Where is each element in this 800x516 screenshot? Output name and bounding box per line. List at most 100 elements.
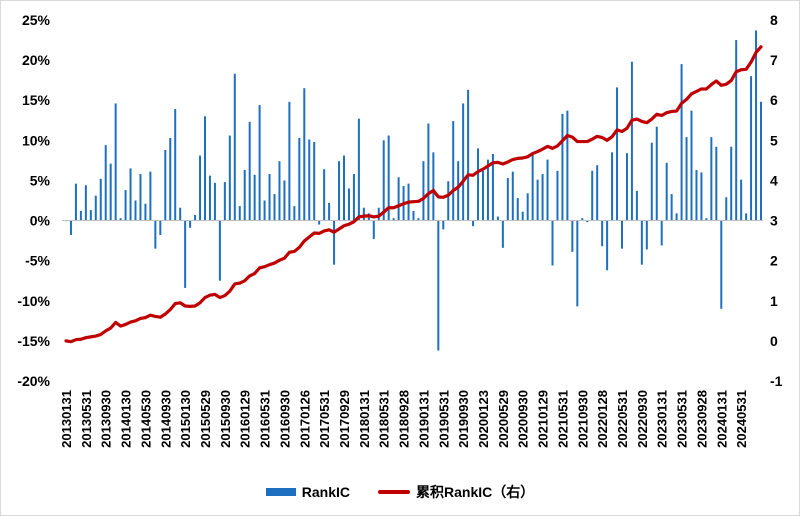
rankic-bar (119, 218, 122, 221)
rankic-bar (313, 141, 316, 221)
rankic-bar (760, 101, 762, 221)
rankic-bar (238, 206, 241, 221)
rankic-bar (114, 103, 117, 221)
rankic-bar (660, 220, 663, 246)
x-tick-label: 20160129 (238, 390, 253, 448)
rankic-bar (263, 200, 266, 221)
rankic-bar (179, 207, 182, 221)
rankic-bar (645, 220, 648, 250)
right-y-tick-label: 1 (770, 293, 778, 309)
rankic-bar (184, 220, 187, 288)
rankic-bar (362, 207, 365, 221)
rankic-bar (74, 183, 77, 221)
rankic-bar (268, 174, 271, 221)
rankic-bar (496, 216, 499, 221)
right-y-tick-label: 3 (770, 213, 778, 229)
rankic-bar (650, 142, 653, 221)
rankic-bar (303, 88, 306, 221)
rankic-bar (680, 64, 683, 221)
rankic-bar (124, 190, 127, 221)
rankic-bar (720, 220, 723, 309)
rankic-bar (139, 174, 142, 221)
x-tick-label: 20130930 (99, 390, 114, 448)
x-tick-label: 20190930 (456, 390, 471, 448)
rankic-bar (690, 110, 693, 221)
rankic-bar (491, 153, 494, 221)
rankic-bar (635, 190, 638, 221)
rankic-bar (218, 220, 221, 281)
rankic-bar (213, 182, 216, 221)
rankic-bar (486, 159, 489, 221)
rankic-bar (710, 137, 713, 221)
rankic-bar (372, 220, 375, 240)
rankic-bar (298, 137, 301, 221)
x-tick-label: 20200930 (516, 390, 531, 448)
rankic-bar (149, 171, 152, 221)
rankic-bar (204, 116, 206, 221)
left-y-tick-label: 10% (22, 132, 51, 148)
rankic-bar (293, 206, 296, 221)
rankic-bar (347, 188, 350, 221)
rankic-bar (705, 218, 708, 221)
rankic-bar (472, 220, 475, 227)
rankic-bar (675, 213, 678, 221)
legend-swatch-bar (265, 488, 296, 496)
rankic-bar (546, 159, 549, 221)
rankic-bar (288, 101, 291, 221)
rankic-bar (591, 170, 594, 221)
rankic-bar (541, 174, 544, 221)
left-y-tick-label: -5% (25, 253, 50, 269)
rankic-bar (154, 220, 157, 249)
rankic-bar (521, 211, 524, 221)
rankic-bar (715, 146, 718, 221)
rankic-bar (318, 220, 321, 225)
rankic-bar (730, 146, 733, 221)
right-y-axis-ticks: 8 7 6 5 4 3 2 1 0 -1 (770, 12, 783, 389)
legend-item-rankic: RankIC (265, 484, 350, 500)
x-tick-label: 20180131 (357, 390, 372, 448)
x-tick-label: 20190131 (416, 390, 431, 448)
x-tick-label: 20220930 (635, 390, 650, 448)
rankic-bar (199, 155, 202, 221)
legend-label-cumulative: 累积RankIC（右） (416, 484, 535, 500)
rankic-bars (65, 30, 762, 351)
rankic-bar (616, 87, 619, 221)
x-tick-label: 20160531 (258, 390, 273, 448)
rankic-bar (452, 121, 455, 221)
rankic-bar (462, 103, 465, 221)
rankic-bar (625, 153, 628, 221)
right-y-tick-label: 7 (770, 52, 778, 68)
rankic-bar (228, 135, 231, 221)
rankic-bar (417, 218, 420, 221)
rankic-bar (258, 105, 261, 221)
rankic-bar (556, 170, 559, 221)
rankic-bar (189, 220, 192, 228)
x-tick-label: 20190531 (436, 390, 451, 448)
rankic-bar (586, 220, 589, 223)
right-y-tick-label: 8 (770, 12, 778, 28)
x-tick-label: 20200529 (496, 390, 511, 448)
x-tick-label: 20130531 (79, 390, 94, 448)
rankic-bar (621, 220, 623, 249)
rankic-bar (640, 220, 643, 265)
x-tick-label: 20240531 (734, 390, 749, 448)
rankic-bar (308, 139, 311, 221)
rankic-bar (506, 178, 509, 221)
rankic-bar (397, 177, 400, 221)
x-tick-label: 20150930 (218, 390, 233, 448)
legend: RankIC 累积RankIC（右） (0, 480, 800, 504)
rankic-bar (357, 118, 360, 221)
x-tick-label: 20140130 (119, 390, 134, 448)
x-tick-label: 20230531 (675, 390, 690, 448)
left-y-tick-label: 25% (22, 12, 51, 28)
x-tick-label: 20170126 (297, 390, 312, 448)
x-tick-label: 20160930 (277, 390, 292, 448)
rankic-bar (392, 218, 395, 221)
rankic-bar (700, 172, 703, 221)
x-tick-label: 20150529 (198, 390, 213, 448)
chart-area: 25% 20% 15% 10% 5% 0% -5% -10% -15% -20% 8 7 6 5 4 3 2 1… (17, 12, 783, 448)
rankic-bar (248, 121, 251, 221)
rankic-bar (69, 220, 72, 235)
rankic-bar (159, 220, 162, 235)
x-tick-label: 20180928 (397, 390, 412, 448)
